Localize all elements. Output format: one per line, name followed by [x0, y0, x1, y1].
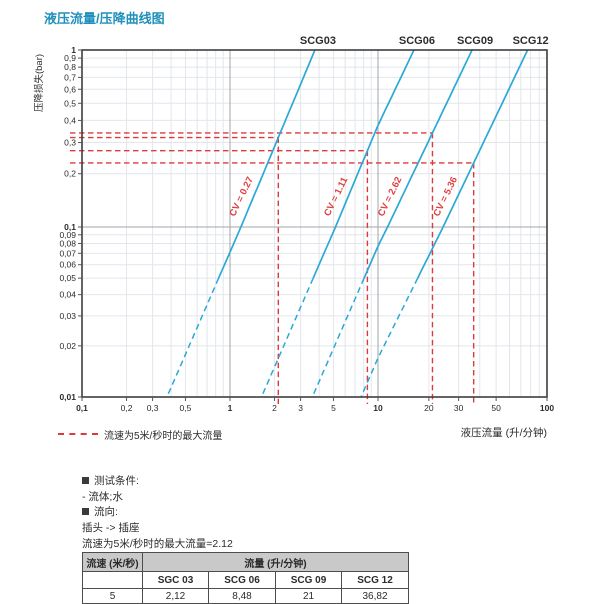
grid-major — [82, 50, 547, 397]
svg-text:0,1: 0,1 — [64, 222, 76, 232]
cv-labels: CV = 0.27 CV = 1.11 CV = 2.62 CV = 5.36 — [227, 175, 460, 218]
tick-labels: 0,1 0,2 0,3 0,5 1 2 3 5 10 20 30 50 10010,90,80,70,6… — [59, 45, 554, 413]
svg-text:5: 5 — [331, 403, 336, 413]
cv-label-SCG03: CV = 0.27 — [227, 175, 256, 218]
svg-text:0,6: 0,6 — [64, 84, 76, 94]
series-label-SCG12: SCG12 — [513, 35, 549, 47]
square-bullet-icon — [82, 508, 89, 516]
test-conditions-notes: 测试条件: - 流体;水流向: 插头 -> 插座流速为5米/秒时的最大流量=2.12 — [82, 474, 233, 553]
svg-text:0,08: 0,08 — [59, 238, 76, 248]
svg-text:100: 100 — [540, 403, 554, 413]
svg-text:0,9: 0,9 — [64, 53, 76, 63]
plot-border — [81, 49, 548, 398]
svg-text:0,5: 0,5 — [180, 403, 192, 413]
curve-SCG09 — [311, 49, 473, 398]
svg-text:20: 20 — [424, 403, 434, 413]
svg-text:0,8: 0,8 — [64, 62, 76, 72]
note-line-1: - 流体;水 — [82, 490, 123, 503]
svg-text:0,5: 0,5 — [64, 98, 76, 108]
table-cell-speed: 5 — [82, 588, 143, 604]
table-header-speed: 流速 (米/秒) — [82, 552, 143, 572]
flow-pressure-chart: CV = 0.27 CV = 1.11 CV = 2.62 CV = 5.36 SCG0… — [59, 35, 554, 413]
svg-text:0,2: 0,2 — [64, 169, 76, 179]
series-label-SCG03: SCG03 — [300, 35, 336, 47]
x-axis-label: 液压流量 (升/分钟) — [460, 427, 547, 439]
curves — [166, 49, 529, 398]
svg-text:30: 30 — [454, 403, 464, 413]
table-subheader-scg09: SCG 09 — [275, 571, 342, 589]
curve-SCG03 — [166, 49, 316, 398]
table-cell-flow-scg06: 8,48 — [208, 588, 276, 604]
note-line-2: 流向: — [82, 505, 233, 521]
table-cell-flow-scg09: 21 — [275, 588, 342, 604]
table-subheader-empty — [82, 571, 143, 589]
series-labels: SCG03 SCG06 SCG09 SCG12 — [300, 35, 549, 47]
grid-minor — [82, 50, 547, 397]
svg-text:0,03: 0,03 — [59, 311, 76, 321]
cv-label-SCG06: CV = 1.11 — [322, 175, 351, 218]
svg-text:50: 50 — [491, 403, 501, 413]
series-label-SCG09: SCG09 — [457, 35, 493, 47]
note-line-4: 流速为5米/秒时的最大流量=2.12 — [82, 537, 233, 550]
svg-text:0,05: 0,05 — [59, 273, 76, 283]
svg-text:0,7: 0,7 — [64, 72, 76, 82]
square-bullet-icon — [82, 477, 89, 484]
table-cell-flow-scg12: 36,82 — [341, 588, 409, 604]
y-axis-label: 压降损失(bar) — [34, 53, 45, 113]
svg-text:1: 1 — [71, 45, 76, 55]
cv-label-SCG12: CV = 5.36 — [431, 175, 460, 218]
note-line-0: 测试条件: — [82, 474, 233, 490]
cv-label-SCG09: CV = 2.62 — [376, 175, 405, 218]
svg-text:1: 1 — [228, 403, 233, 413]
svg-text:0,09: 0,09 — [59, 230, 76, 240]
dashed-line-legend-icon — [58, 433, 98, 435]
svg-text:0,06: 0,06 — [59, 260, 76, 270]
axis-ticks — [78, 49, 548, 401]
svg-text:0,02: 0,02 — [59, 341, 76, 351]
svg-text:0,4: 0,4 — [64, 115, 76, 125]
svg-text:2: 2 — [272, 403, 277, 413]
table-subheader-scg03: SGC 03 — [142, 571, 209, 589]
table-cell-flow-scg03: 2,12 — [142, 588, 209, 604]
note-line-3: 插头 -> 插座 — [82, 522, 140, 535]
max-flow-guides — [70, 132, 475, 404]
curve-SCG06 — [260, 49, 415, 398]
page-title: 液压流量/压降曲线图 — [44, 11, 165, 26]
table-subheader-scg12: SCG 12 — [341, 571, 409, 589]
flow-spec-table: 流速 (米/秒) 流量 (升/分钟) SGC 03 SCG 06 SCG 09 … — [82, 552, 409, 604]
svg-text:0,2: 0,2 — [121, 403, 133, 413]
svg-text:3: 3 — [298, 403, 303, 413]
svg-text:0,3: 0,3 — [147, 403, 159, 413]
legend-label: 流速为5米/秒时的最大流量 — [104, 431, 223, 442]
series-label-SCG06: SCG06 — [399, 35, 435, 47]
svg-text:0,3: 0,3 — [64, 138, 76, 148]
table-header-flow-group: 流量 (升/分钟) — [142, 552, 409, 572]
svg-text:0,07: 0,07 — [59, 248, 76, 258]
svg-text:10: 10 — [373, 403, 383, 413]
svg-text:0,04: 0,04 — [59, 290, 76, 300]
curve-SCG12 — [360, 49, 529, 398]
svg-text:0,01: 0,01 — [59, 392, 76, 402]
table-subheader-scg06: SCG 06 — [208, 571, 276, 589]
svg-text:0,1: 0,1 — [76, 403, 88, 413]
